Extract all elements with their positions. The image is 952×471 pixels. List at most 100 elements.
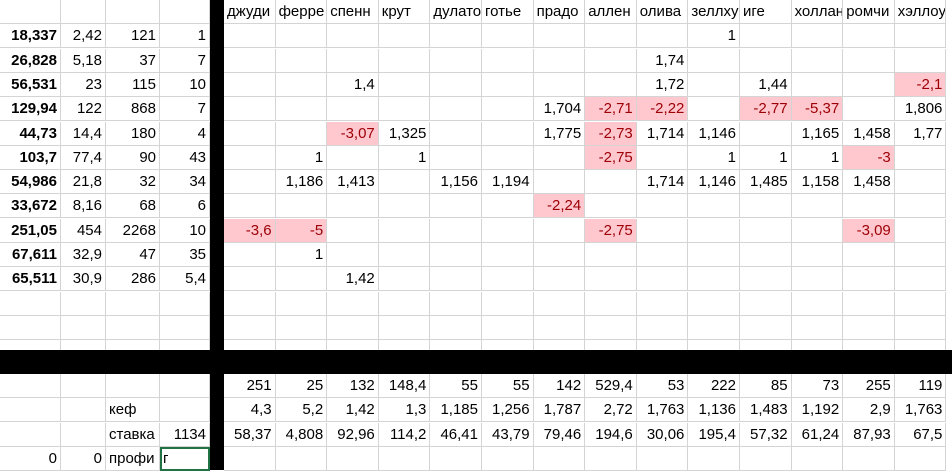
table-cell[interactable]: 1,165	[791, 121, 844, 146]
table-cell[interactable]	[688, 48, 740, 73]
cell[interactable]	[0, 315, 61, 340]
table-cell[interactable]: 1,806	[894, 97, 947, 122]
cell[interactable]	[740, 291, 792, 316]
table-cell[interactable]	[327, 24, 379, 49]
table-cell[interactable]	[482, 243, 534, 267]
table-cell[interactable]: 1,485	[740, 170, 792, 195]
table-cell[interactable]: 18,337	[0, 24, 61, 49]
kef-cell[interactable]: 1,136	[688, 398, 740, 423]
table-cell[interactable]	[688, 267, 740, 292]
table-cell[interactable]	[843, 194, 895, 219]
table-cell[interactable]	[636, 194, 689, 219]
table-cell[interactable]: 1,458	[843, 170, 895, 195]
cell[interactable]	[636, 315, 689, 340]
cell[interactable]	[0, 422, 61, 447]
table-cell[interactable]	[585, 194, 637, 219]
table-cell[interactable]: 180	[106, 121, 160, 146]
cell[interactable]	[378, 291, 431, 316]
table-cell[interactable]	[791, 24, 844, 49]
table-cell[interactable]	[224, 267, 276, 292]
cell[interactable]	[160, 315, 210, 340]
table-cell[interactable]: 56,531	[0, 72, 61, 97]
table-cell[interactable]: -5,37	[791, 97, 844, 122]
table-cell[interactable]	[894, 145, 947, 170]
table-cell[interactable]	[636, 267, 689, 292]
table-cell[interactable]: 1,77	[894, 121, 947, 146]
table-cell[interactable]	[740, 24, 792, 49]
table-cell[interactable]: 34	[160, 170, 210, 195]
table-cell[interactable]	[327, 243, 379, 267]
table-cell[interactable]	[378, 243, 431, 267]
column-header-cell[interactable]: спенн	[327, 0, 379, 24]
table-cell[interactable]	[533, 267, 586, 292]
table-cell[interactable]: 10	[160, 72, 210, 97]
totals-cell[interactable]: 73	[791, 374, 844, 398]
table-cell[interactable]	[327, 194, 379, 219]
table-cell[interactable]: 35	[160, 243, 210, 267]
stavka-cell[interactable]: 114,2	[378, 422, 431, 447]
table-cell[interactable]	[791, 218, 844, 243]
cell[interactable]	[61, 398, 106, 423]
table-cell[interactable]	[327, 218, 379, 243]
table-cell[interactable]	[740, 121, 792, 146]
table-cell[interactable]	[585, 24, 637, 49]
table-cell[interactable]: 1,158	[791, 170, 844, 195]
cell[interactable]	[378, 315, 431, 340]
table-cell[interactable]: 1,186	[275, 170, 328, 195]
cell[interactable]	[843, 315, 895, 340]
table-cell[interactable]	[430, 194, 482, 219]
table-cell[interactable]: 30,9	[61, 267, 106, 292]
totals-cell[interactable]: 25	[275, 374, 328, 398]
table-cell[interactable]	[894, 267, 947, 292]
table-cell[interactable]	[533, 48, 586, 73]
cell[interactable]	[160, 0, 210, 24]
cell[interactable]	[160, 291, 210, 316]
table-cell[interactable]	[482, 72, 534, 97]
stavka-cell[interactable]: 79,46	[533, 422, 586, 447]
kef-cell[interactable]: 1,256	[482, 398, 534, 423]
table-cell[interactable]: -3,09	[843, 218, 895, 243]
table-cell[interactable]	[791, 194, 844, 219]
totals-cell[interactable]: 132	[327, 374, 379, 398]
cell[interactable]	[61, 422, 106, 447]
table-cell[interactable]	[224, 170, 276, 195]
table-cell[interactable]: 115	[106, 72, 160, 97]
table-cell[interactable]	[378, 267, 431, 292]
cell[interactable]	[843, 291, 895, 316]
totals-cell[interactable]: 53	[636, 374, 689, 398]
totals-cell[interactable]: 85	[740, 374, 792, 398]
table-cell[interactable]	[378, 97, 431, 122]
table-cell[interactable]	[378, 48, 431, 73]
totals-cell[interactable]: 55	[430, 374, 482, 398]
table-cell[interactable]: 5,4	[160, 267, 210, 292]
table-cell[interactable]: -5	[275, 218, 328, 243]
table-cell[interactable]	[894, 170, 947, 195]
table-cell[interactable]: 65,511	[0, 267, 61, 292]
table-cell[interactable]	[482, 194, 534, 219]
profit-cell[interactable]: 0	[61, 446, 106, 471]
cell[interactable]	[224, 291, 276, 316]
table-cell[interactable]	[585, 48, 637, 73]
table-cell[interactable]: 1,146	[688, 170, 740, 195]
totals-cell[interactable]: 148,4	[378, 374, 431, 398]
column-header-cell[interactable]: зеллху	[688, 0, 740, 24]
cell[interactable]	[482, 291, 534, 316]
table-cell[interactable]	[740, 243, 792, 267]
kef-cell[interactable]: 1,763	[894, 398, 947, 423]
cell[interactable]	[61, 315, 106, 340]
cell[interactable]	[430, 291, 482, 316]
table-cell[interactable]	[791, 267, 844, 292]
table-cell[interactable]	[843, 48, 895, 73]
table-cell[interactable]: 14,4	[61, 121, 106, 146]
table-cell[interactable]	[275, 48, 328, 73]
cell[interactable]	[106, 0, 160, 24]
table-cell[interactable]	[533, 145, 586, 170]
table-cell[interactable]	[378, 170, 431, 195]
cell[interactable]	[0, 398, 61, 423]
column-header-cell[interactable]: хэллоу	[894, 0, 947, 24]
table-cell[interactable]: 2268	[106, 218, 160, 243]
cell[interactable]	[224, 315, 276, 340]
column-header-cell[interactable]: ферре	[275, 0, 328, 24]
table-cell[interactable]: 1	[275, 145, 328, 170]
